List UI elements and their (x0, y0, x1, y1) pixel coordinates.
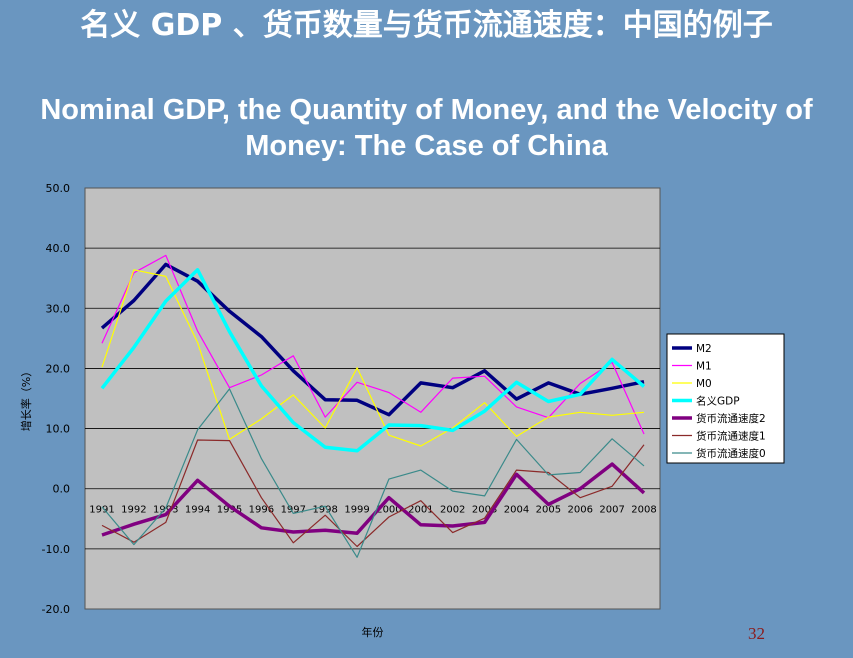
legend-label: 货币流通速度1 (696, 430, 766, 443)
y-tick-label: 0.0 (53, 483, 71, 496)
y-tick-label: 30.0 (46, 302, 71, 315)
x-tick-label: 1992 (121, 505, 146, 516)
slide-title-english: Nominal GDP, the Quantity of Money, and … (40, 94, 813, 162)
series-line-6 (101, 388, 645, 558)
series-line-3 (100, 268, 646, 453)
y-tick-label: -10.0 (42, 543, 70, 556)
y-axis-label: 增长率（%） (19, 366, 33, 431)
x-tick-label: 1996 (249, 505, 274, 516)
legend-label: M1 (696, 361, 712, 373)
legend-label: 货币流通速度2 (696, 412, 766, 425)
x-tick-label: 2003 (472, 505, 497, 516)
y-tick-label: 40.0 (46, 242, 71, 255)
x-tick-label: 1995 (217, 505, 242, 516)
series-line-0 (100, 262, 645, 417)
x-tick-label: 2001 (408, 505, 433, 516)
series-line-1 (101, 254, 645, 435)
x-tick-label: 2005 (536, 505, 561, 516)
x-tick-label: 2000 (376, 505, 401, 516)
plot-area (84, 187, 661, 610)
y-tick-label: 10.0 (46, 423, 71, 436)
x-axis-label: 年份 (362, 625, 384, 639)
page-number: 32 (748, 624, 765, 643)
y-tick-label: -20.0 (42, 603, 70, 616)
x-tick-label: 2002 (440, 505, 465, 516)
x-tick-label: 1994 (185, 505, 210, 516)
legend-box (666, 333, 785, 464)
y-tick-label: 20.0 (46, 362, 71, 375)
x-tick-label: 2004 (504, 505, 529, 516)
legend-label: M0 (696, 378, 712, 390)
x-tick-label: 1993 (153, 505, 178, 516)
x-tick-label: 2006 (568, 505, 593, 516)
x-tick-label: 1999 (344, 505, 369, 516)
legend-label: 货币流通速度0 (696, 447, 766, 460)
series-line-5 (101, 439, 645, 548)
x-tick-label: 2008 (631, 505, 656, 516)
x-tick-label: 1998 (312, 505, 337, 516)
series-line-4 (101, 462, 646, 537)
legend-label: M2 (696, 343, 712, 355)
slide-title-chinese: 名义 GDP 、货币数量与货币流通速度：中国的例子 (80, 8, 773, 43)
legend-label: 名义GDP (696, 395, 740, 408)
x-tick-label: 1991 (89, 505, 114, 516)
series-line-2 (101, 269, 645, 447)
x-tick-label: 2007 (599, 505, 624, 516)
y-tick-label: 50.0 (46, 182, 71, 195)
x-tick-label: 1997 (281, 505, 306, 516)
